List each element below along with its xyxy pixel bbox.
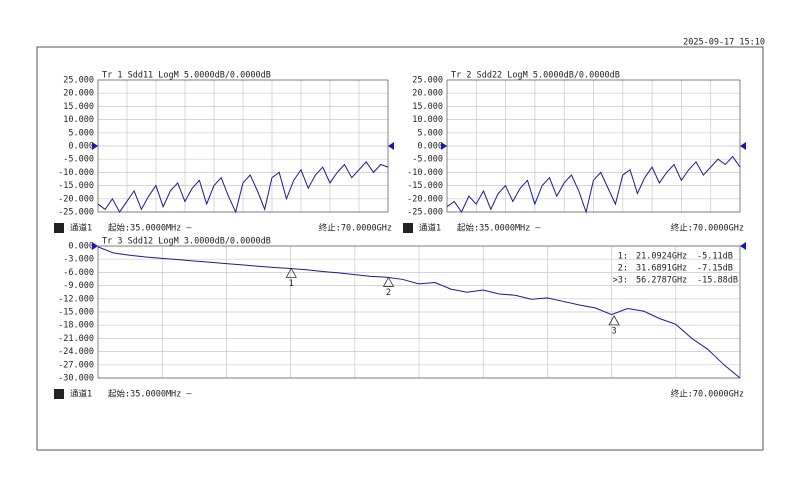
- channel-badge: [403, 223, 413, 233]
- y-tick-label: 5.000: [417, 128, 443, 138]
- marker: [285, 267, 297, 278]
- reference-marker: [740, 142, 746, 150]
- stop-label: 终止:70.0000GHz: [671, 223, 744, 234]
- marker-label: 1:: [618, 252, 628, 262]
- y-tick-label: 25.000: [63, 76, 94, 86]
- trace: [97, 246, 741, 379]
- y-tick-label: 5.000: [68, 128, 94, 138]
- channel-number: 1: [56, 224, 61, 234]
- channel-badge: [54, 223, 64, 233]
- y-tick-label: -6.000: [63, 268, 94, 278]
- y-tick-label: -25.000: [58, 208, 94, 218]
- y-tick-label: -10.000: [407, 168, 443, 178]
- plot-border: [97, 245, 741, 379]
- channel-badge: [54, 389, 64, 399]
- y-tick-label: 0.000: [68, 142, 94, 152]
- y-tick-label: 0.000: [417, 142, 443, 152]
- y-tick-label: -10.000: [58, 168, 94, 178]
- y-tick-label: -5.000: [412, 155, 443, 165]
- trace-title: Tr 3 Sdd12 LogM 3.0000dB/0.0000dB: [102, 237, 271, 247]
- marker-name: 2: [386, 288, 391, 298]
- channel-label: 通道1: [70, 223, 92, 234]
- y-tick-label: 10.000: [412, 115, 443, 125]
- stop-label: 终止:70.0000GHz: [319, 223, 392, 234]
- timestamp: 2025-09-17 15:10: [683, 38, 765, 48]
- channel-label: 通道1: [70, 389, 92, 400]
- marker-label: 2:: [618, 264, 628, 274]
- y-tick-label: 15.000: [63, 102, 94, 112]
- y-tick-label: 0.000: [68, 242, 94, 252]
- y-tick-label: -18.000: [58, 321, 94, 331]
- y-tick-label: 15.000: [412, 102, 443, 112]
- trace: [446, 155, 741, 214]
- y-tick-label: 20.000: [63, 89, 94, 99]
- reference-marker: [92, 242, 98, 250]
- reference-marker: [441, 142, 447, 150]
- channel-number: 5: [56, 390, 61, 400]
- y-tick-label: -12.000: [58, 294, 94, 304]
- marker-name: 3: [612, 326, 617, 336]
- marker-value: -5.11dB: [697, 252, 733, 262]
- marker-value: -7.15dB: [697, 264, 733, 274]
- y-tick-label: -3.000: [63, 255, 94, 265]
- marker: [608, 315, 620, 326]
- marker-name: 1: [289, 279, 294, 289]
- frame: [36, 46, 764, 451]
- channel-number: 2: [405, 224, 410, 234]
- trace-title: Tr 1 Sdd11 LogM 5.0000dB/0.0000dB: [102, 71, 271, 81]
- marker-label: >3:: [613, 276, 628, 286]
- marker: [382, 276, 395, 287]
- start-label: 起始:35.0000MHz —: [457, 223, 541, 234]
- reference-marker: [740, 242, 746, 250]
- y-tick-label: 20.000: [412, 89, 443, 99]
- stop-label: 终止:70.0000GHz: [671, 389, 744, 400]
- y-tick-label: -15.000: [58, 181, 94, 191]
- marker-freq: 31.6891GHz: [636, 264, 687, 274]
- start-label: 起始:35.0000MHz —: [108, 223, 192, 234]
- reference-marker: [92, 142, 98, 150]
- y-tick-label: -15.000: [58, 308, 94, 318]
- y-tick-label: -24.000: [58, 347, 94, 357]
- y-tick-label: -5.000: [63, 155, 94, 165]
- trace-title: Tr 2 Sdd22 LogM 5.0000dB/0.0000dB: [451, 71, 620, 81]
- y-tick-label: -9.000: [63, 281, 94, 291]
- y-tick-label: -21.000: [58, 334, 94, 344]
- y-tick-label: -20.000: [407, 194, 443, 204]
- y-tick-label: -20.000: [58, 194, 94, 204]
- marker-freq: 56.2787GHz: [636, 276, 687, 286]
- y-tick-label: -30.000: [58, 374, 94, 384]
- y-tick-label: -25.000: [407, 208, 443, 218]
- marker-freq: 21.0924GHz: [636, 252, 687, 262]
- y-tick-label: -15.000: [407, 181, 443, 191]
- y-tick-label: -27.000: [58, 360, 94, 370]
- marker-value: -15.88dB: [697, 276, 738, 286]
- y-tick-label: 10.000: [63, 115, 94, 125]
- reference-marker: [388, 142, 394, 150]
- start-label: 起始:35.0000MHz —: [108, 389, 192, 400]
- y-tick-label: 25.000: [412, 76, 443, 86]
- channel-label: 通道1: [419, 223, 441, 234]
- trace: [97, 161, 389, 214]
